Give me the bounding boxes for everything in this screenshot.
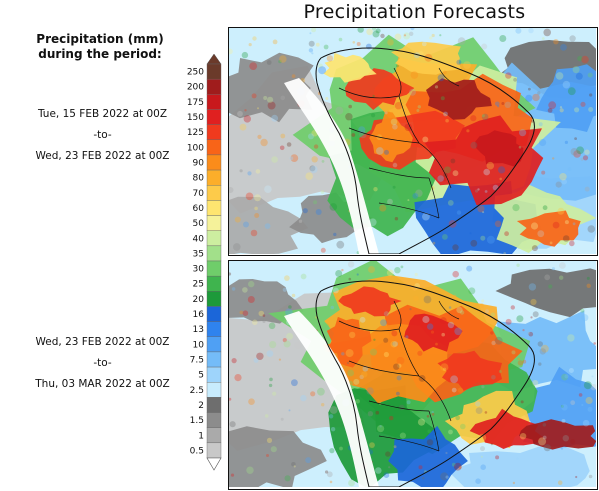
- legend-title: Precipitation (mm) during the period:: [0, 32, 200, 62]
- colorbar-label-25: 25: [193, 280, 204, 290]
- colorbar-swatch-250: [206, 63, 222, 80]
- precip-field: [229, 261, 596, 487]
- colorbar-swatch-10: [206, 336, 222, 353]
- legend-title-line1: Precipitation (mm): [36, 32, 164, 46]
- forecast-map-period-2: [228, 260, 598, 490]
- legend-title-line2: during the period:: [38, 47, 162, 61]
- colorbar-labels: 2502001751501251009080706050403530252016…: [187, 68, 205, 457]
- colorbar-label-40: 40: [193, 234, 205, 244]
- colorbar-swatch-16: [206, 306, 222, 322]
- colorbar-label-80: 80: [193, 174, 205, 184]
- colorbar-swatch-40: [206, 230, 222, 247]
- country-border: [393, 300, 402, 330]
- forecast-map-period-1: [228, 27, 598, 256]
- country-border: [428, 410, 440, 452]
- dry-coastal-region: [284, 311, 379, 487]
- country-border: [378, 202, 440, 219]
- country-border: [418, 142, 452, 189]
- period-1-start: Tue, 15 FEB 2022 at 00Z: [37, 108, 168, 120]
- colorbar-swatch-125: [206, 124, 222, 140]
- colorbar-swatch-1: [206, 427, 222, 444]
- colorbar-swatch-35: [206, 245, 222, 262]
- colorbar-label-200: 200: [187, 83, 204, 93]
- period-1-end: Wed, 23 FEB 2022 at 00Z: [35, 150, 170, 162]
- colorbar-swatch-20: [206, 291, 222, 307]
- colorbar-label-16: 16: [193, 310, 205, 320]
- colorbar-label-2-5: 2.5: [190, 386, 204, 396]
- colorbar-label-250: 250: [187, 68, 204, 78]
- colorbar-label-90: 90: [193, 159, 205, 169]
- colorbar-label-1-5: 1.5: [190, 416, 204, 426]
- colorbar-label-1: 1: [198, 431, 204, 441]
- colorbar-swatch-80: [206, 169, 222, 186]
- country-border: [438, 300, 460, 320]
- colorbar-swatch-2: [206, 397, 222, 413]
- colorbar-swatch-2-5: [206, 382, 222, 398]
- colorbar-label-7-5: 7.5: [190, 356, 204, 366]
- colorbar-label-70: 70: [193, 189, 205, 199]
- country-border: [348, 360, 420, 377]
- country-border: [418, 375, 452, 422]
- country-border: [338, 87, 400, 99]
- dry-coastal-region: [284, 78, 379, 254]
- colorbar-swatch-70: [206, 185, 222, 201]
- country-border: [338, 320, 400, 332]
- colorbar-label-125: 125: [187, 128, 204, 138]
- colorbar-label-13: 13: [193, 325, 204, 335]
- country-border: [348, 127, 420, 144]
- colorbar-swatch-0-5: [206, 442, 222, 459]
- period-2-start: Wed, 23 FEB 2022 at 00Z: [35, 336, 170, 348]
- colorbar-label-5: 5: [198, 371, 204, 381]
- period-1-label: Tue, 15 FEB 2022 at 00Z -to- Wed, 23 FEB…: [0, 107, 205, 163]
- continent-outline: [315, 47, 535, 254]
- period-2-sep: -to-: [93, 357, 112, 369]
- colorbar-swatch-5: [206, 366, 222, 383]
- colorbar-bottom-arrow: [206, 457, 222, 471]
- period-2-label: Wed, 23 FEB 2022 at 00Z -to- Thu, 03 MAR…: [0, 335, 205, 391]
- colorbar-label-175: 175: [187, 98, 204, 108]
- colorbar-top-arrow: [206, 53, 222, 65]
- page-title: Precipitation Forecasts: [303, 1, 526, 23]
- country-border: [378, 435, 440, 452]
- colorbar-swatch-1-5: [206, 412, 222, 428]
- colorbar-swatch-175: [206, 94, 222, 110]
- colorbar-label-20: 20: [193, 295, 205, 305]
- colorbar-swatch-100: [206, 139, 222, 156]
- colorbar-swatch-50: [206, 215, 222, 231]
- colorbar-swatch-7-5: [206, 351, 222, 368]
- colorbar-label-60: 60: [193, 204, 205, 214]
- colorbar-label-0-5: 0.5: [190, 446, 204, 456]
- country-border: [428, 177, 440, 219]
- colorbar-label-30: 30: [193, 265, 205, 275]
- colorbar-label-2: 2: [198, 401, 204, 411]
- period-1-sep: -to-: [93, 129, 112, 141]
- colorbar-label-100: 100: [187, 143, 204, 153]
- colorbar-label-10: 10: [193, 340, 205, 350]
- colorbar-swatch-90: [206, 154, 222, 171]
- country-border: [368, 400, 430, 412]
- country-border: [438, 67, 460, 87]
- period-2-end: Thu, 03 MAR 2022 at 00Z: [35, 378, 170, 390]
- precipitation-colorbar: [206, 53, 222, 471]
- colorbar-swatch-30: [206, 260, 222, 277]
- colorbar-swatch-60: [206, 200, 222, 216]
- continent-outline: [315, 280, 535, 487]
- colorbar-swatch-200: [206, 78, 222, 95]
- country-border: [368, 167, 430, 179]
- country-border: [393, 67, 402, 97]
- colorbar-swatch-13: [206, 321, 222, 337]
- country-border: [398, 328, 420, 377]
- colorbar-label-50: 50: [193, 219, 205, 229]
- country-border: [398, 95, 420, 144]
- colorbar-label-150: 150: [187, 113, 204, 123]
- colorbar-swatch-25: [206, 275, 222, 292]
- colorbar-label-35: 35: [193, 249, 204, 259]
- colorbar-swatch-150: [206, 109, 222, 125]
